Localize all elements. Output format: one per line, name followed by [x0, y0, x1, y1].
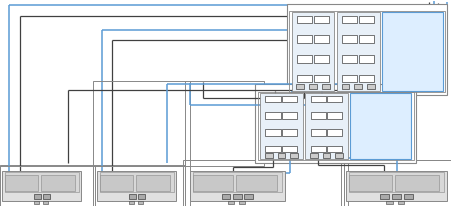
Bar	[265, 146, 280, 152]
Bar	[244, 194, 252, 199]
Bar	[135, 175, 169, 191]
Bar	[43, 194, 50, 199]
Bar	[395, 175, 438, 191]
Bar	[138, 194, 145, 199]
Bar	[350, 94, 410, 160]
Bar	[235, 175, 276, 191]
Bar	[327, 96, 342, 103]
Bar	[257, 93, 413, 161]
Bar	[189, 171, 284, 201]
Bar	[379, 194, 388, 199]
Bar	[289, 12, 444, 93]
Bar	[381, 13, 442, 92]
Bar	[308, 84, 316, 90]
Bar	[366, 84, 374, 90]
Bar	[335, 154, 342, 158]
Bar	[185, 161, 347, 206]
Bar	[0, 166, 95, 206]
Bar	[265, 129, 280, 136]
Bar	[265, 113, 280, 119]
Bar	[327, 113, 342, 119]
Bar	[281, 146, 297, 152]
Bar	[313, 56, 328, 63]
Bar	[5, 175, 38, 191]
Bar	[259, 94, 302, 160]
Bar	[296, 16, 312, 24]
Bar	[321, 84, 329, 90]
Bar	[341, 56, 357, 63]
Bar	[386, 201, 392, 204]
Bar	[358, 16, 373, 24]
Bar	[128, 194, 135, 199]
Bar	[281, 129, 297, 136]
Bar	[221, 194, 230, 199]
Bar	[2, 171, 81, 201]
Bar	[341, 161, 451, 206]
Bar	[192, 172, 281, 192]
Bar	[185, 81, 264, 166]
Bar	[310, 129, 325, 136]
Bar	[290, 154, 297, 158]
Bar	[358, 36, 373, 44]
Bar	[296, 56, 312, 63]
Bar	[296, 75, 312, 83]
Bar	[138, 201, 143, 204]
Bar	[358, 75, 373, 83]
Bar	[296, 84, 304, 90]
Bar	[343, 161, 451, 206]
Bar	[345, 171, 446, 201]
Bar	[192, 175, 233, 191]
Bar	[265, 96, 280, 103]
Bar	[391, 194, 400, 199]
Bar	[313, 36, 328, 44]
Bar	[341, 36, 357, 44]
Bar	[255, 84, 415, 163]
Bar	[291, 13, 334, 92]
Bar	[341, 75, 357, 83]
Bar	[313, 16, 328, 24]
Bar	[327, 146, 342, 152]
Bar	[233, 194, 241, 199]
Bar	[327, 129, 342, 136]
Bar	[309, 154, 317, 158]
Bar	[99, 175, 133, 191]
Bar	[358, 56, 373, 63]
Bar	[281, 113, 297, 119]
Bar	[99, 172, 174, 192]
Bar	[227, 201, 233, 204]
Bar	[310, 96, 325, 103]
Bar	[313, 75, 328, 83]
Bar	[296, 36, 312, 44]
Bar	[92, 165, 185, 206]
Bar	[286, 5, 446, 96]
Bar	[397, 201, 404, 204]
Bar	[95, 166, 189, 206]
Bar	[348, 175, 391, 191]
Bar	[97, 171, 176, 201]
Bar	[310, 146, 325, 152]
Bar	[264, 154, 272, 158]
Bar	[354, 84, 361, 90]
Bar	[281, 96, 297, 103]
Bar	[403, 194, 412, 199]
Bar	[341, 84, 349, 90]
Bar	[5, 172, 79, 192]
Bar	[0, 165, 92, 206]
Bar	[41, 175, 74, 191]
Bar	[277, 154, 285, 158]
Bar	[43, 201, 48, 204]
Bar	[33, 194, 41, 199]
Bar	[183, 161, 343, 206]
Bar	[92, 81, 189, 166]
Bar	[304, 94, 347, 160]
Bar	[348, 172, 443, 192]
Bar	[34, 201, 39, 204]
Bar	[336, 13, 379, 92]
Bar	[238, 201, 244, 204]
Bar	[341, 16, 357, 24]
Bar	[129, 201, 133, 204]
Bar	[310, 113, 325, 119]
Bar	[322, 154, 330, 158]
